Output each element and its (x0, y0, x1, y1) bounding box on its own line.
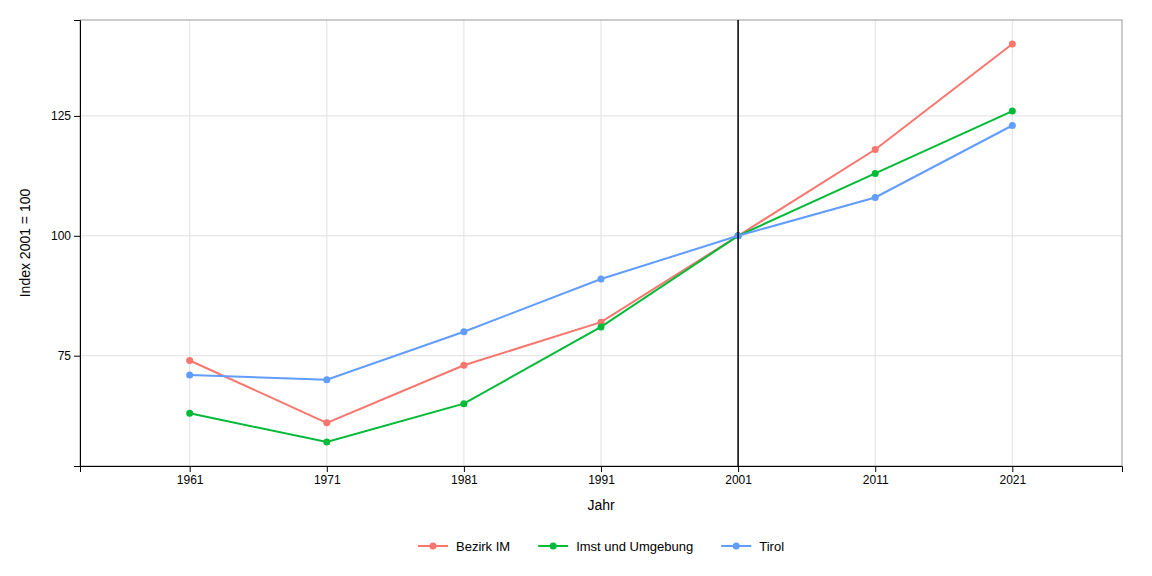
series-line (190, 111, 1013, 442)
tick-mark (464, 466, 465, 472)
grid-line (189, 20, 190, 466)
tick: 2001 (725, 466, 752, 487)
tick-label: 2011 (863, 473, 889, 487)
tick: 2011 (863, 466, 889, 487)
axis-line (81, 467, 1123, 473)
tick-label: 2001 (725, 473, 752, 487)
point (872, 146, 879, 153)
point (186, 357, 193, 364)
x-axis-title: Jahr (587, 497, 615, 513)
legend-item: Imst und Umgebung (538, 539, 693, 554)
point (1009, 108, 1016, 115)
tick-label: 2021 (999, 473, 1026, 487)
point (323, 376, 330, 383)
tick-label: 1991 (588, 473, 615, 487)
legend-marker (429, 543, 436, 550)
grid-line (875, 20, 876, 466)
legend-marker (550, 543, 557, 550)
tick-mark (74, 236, 80, 237)
point (1009, 40, 1016, 47)
point (186, 410, 193, 417)
tick: 1961 (177, 466, 204, 487)
data-layer (186, 20, 1016, 466)
point (186, 371, 193, 378)
tick: 2021 (999, 466, 1026, 487)
tick-label: 1971 (314, 473, 341, 487)
y-axis: 75 100 125 (51, 21, 81, 467)
tick: 1991 (588, 466, 615, 487)
tick-label: 125 (51, 109, 71, 123)
legend: Bezirk IM Imst und Umgebung Tirol (418, 539, 784, 554)
legend-item: Bezirk IM (418, 539, 510, 554)
y-axis-title: Index 2001 = 100 (17, 188, 33, 297)
legend-label: Imst und Umgebung (576, 539, 693, 554)
plot: 1961 1971 1981 1991 2001 2011 2021 75 100 125 (51, 20, 1123, 487)
tick-mark (738, 466, 739, 472)
legend-label: Tirol (759, 539, 784, 554)
point (323, 419, 330, 426)
series-line (190, 126, 1013, 380)
point (872, 194, 879, 201)
tick: 1981 (451, 466, 478, 487)
point (598, 323, 605, 330)
tick-mark (74, 116, 80, 117)
point (460, 362, 467, 369)
legend-label: Bezirk IM (456, 539, 510, 554)
tick: 125 (51, 109, 80, 123)
series-line (190, 44, 1013, 423)
point (1009, 122, 1016, 129)
chart: 1961 1971 1981 1991 2001 2011 2021 75 100 125 Jahr… (0, 0, 1152, 576)
x-axis: 1961 1971 1981 1991 2001 2011 2021 (81, 466, 1123, 487)
legend-marker (733, 543, 740, 550)
point (460, 328, 467, 335)
tick-mark (190, 466, 191, 472)
point (872, 170, 879, 177)
tick-mark (74, 356, 80, 357)
tick-mark (601, 466, 602, 472)
reference-line (737, 20, 739, 466)
grid-line (1012, 20, 1013, 466)
tick: 75 (58, 349, 80, 363)
tick-label: 1961 (177, 473, 204, 487)
tick-mark (875, 466, 876, 472)
tick-mark (327, 466, 328, 472)
tick: 100 (51, 229, 80, 243)
plot-frame (80, 20, 1122, 466)
grid-line (601, 20, 602, 466)
grid-line (738, 20, 739, 466)
tick-mark (1012, 466, 1013, 472)
point (323, 439, 330, 446)
tick-label: 100 (51, 229, 71, 243)
grid-line (326, 20, 327, 466)
tick: 1971 (314, 466, 341, 487)
legend-item: Tirol (721, 539, 784, 554)
point (598, 275, 605, 282)
grid-line (463, 20, 464, 466)
tick-label: 1981 (451, 473, 478, 487)
point (460, 400, 467, 407)
axis-line (74, 21, 81, 467)
tick-label: 75 (58, 349, 72, 363)
grid (80, 20, 1122, 466)
